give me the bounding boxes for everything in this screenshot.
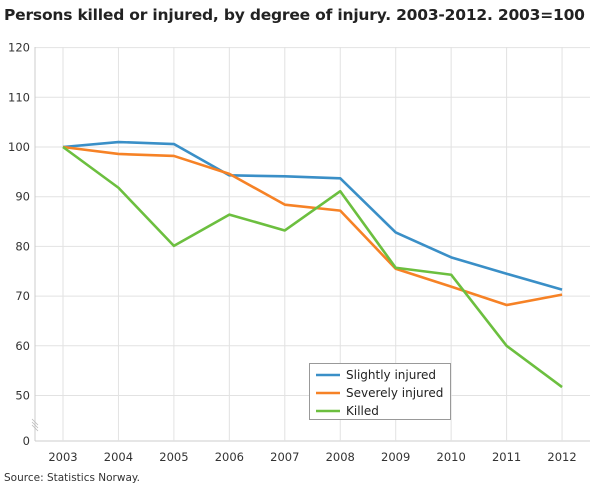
x-tick-label: 2006 xyxy=(215,450,244,464)
x-tick-label: 2008 xyxy=(326,450,355,464)
y-tick-label: 70 xyxy=(15,289,30,303)
y-tick-label: 50 xyxy=(15,389,30,403)
axis-break-icon xyxy=(31,418,39,432)
x-tick-label: 2005 xyxy=(159,450,188,464)
series-line-severely-injured xyxy=(62,145,563,307)
chart-title: Persons killed or injured, by degree of … xyxy=(4,6,585,24)
y-tick-label: 110 xyxy=(8,90,30,104)
y-tick-label: 60 xyxy=(15,339,30,353)
x-tick-label: 2003 xyxy=(48,450,77,464)
x-tick-label: 2012 xyxy=(547,450,576,464)
y-tick-label: 90 xyxy=(15,190,30,204)
x-tick-label: 2009 xyxy=(381,450,410,464)
legend-label: Severely injured xyxy=(346,386,443,400)
legend-label: Killed xyxy=(346,404,379,418)
x-tick-label: 2007 xyxy=(270,450,299,464)
series-line-slightly-injured xyxy=(62,140,563,291)
x-tick-label: 2010 xyxy=(437,450,466,464)
x-tick-label: 2004 xyxy=(104,450,133,464)
y-tick-label: 80 xyxy=(15,239,30,253)
source-note: Source: Statistics Norway. xyxy=(4,472,140,484)
y-tick-label: 100 xyxy=(8,140,30,154)
series-line-killed xyxy=(62,145,563,389)
y-tick-label: 0 xyxy=(23,434,30,448)
y-tick-label: 120 xyxy=(8,41,30,55)
x-tick-label: 2011 xyxy=(492,450,521,464)
legend-label: Slightly injured xyxy=(346,368,436,382)
